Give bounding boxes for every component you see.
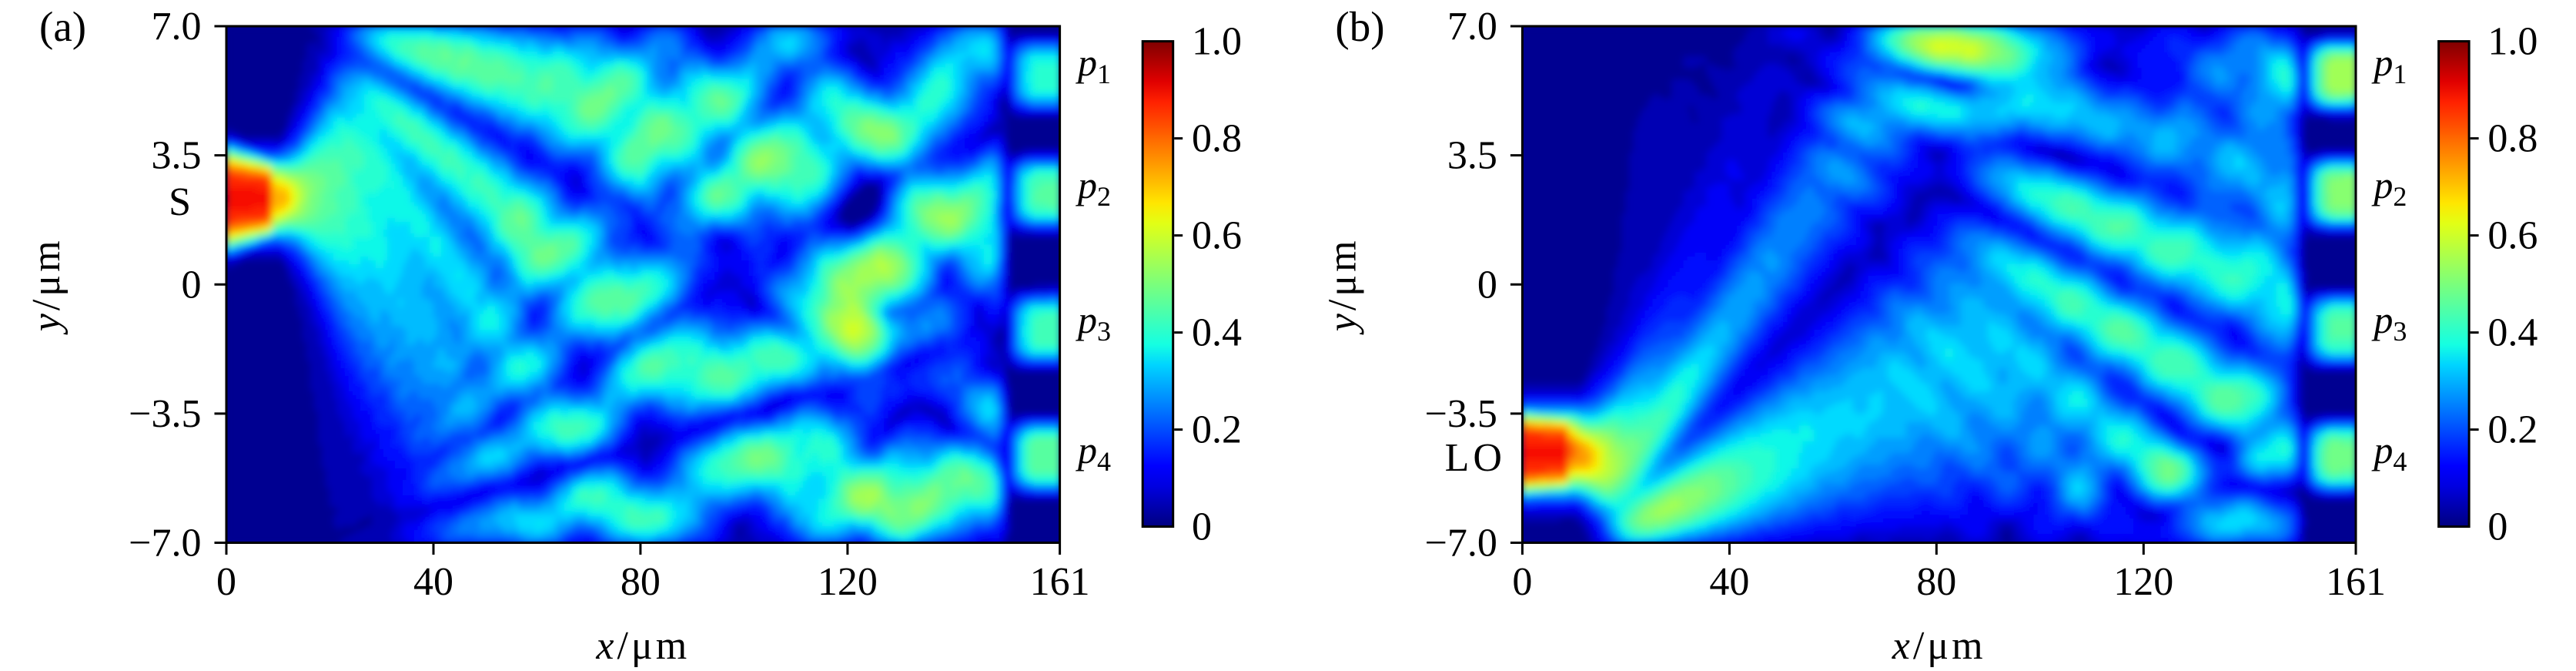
- svg-text:0.4: 0.4: [2487, 311, 2538, 355]
- svg-text:3.5: 3.5: [1447, 134, 1497, 178]
- svg-text:0: 0: [216, 560, 236, 604]
- svg-text:120: 120: [2113, 560, 2173, 604]
- svg-text:80: 80: [1916, 560, 1956, 604]
- svg-text:p4: p4: [1076, 428, 1111, 477]
- svg-text:−7.0: −7.0: [129, 522, 201, 565]
- svg-text:p1: p1: [1076, 41, 1111, 89]
- svg-text:0: 0: [182, 263, 202, 307]
- svg-text:x/μm: x/μm: [595, 624, 690, 667]
- svg-text:p3: p3: [2371, 298, 2407, 347]
- svg-text:p2: p2: [1076, 163, 1111, 212]
- svg-text:(a): (a): [39, 3, 86, 50]
- svg-text:x/μm: x/μm: [1892, 624, 1986, 667]
- svg-text:0.8: 0.8: [2487, 117, 2538, 161]
- svg-text:0.2: 0.2: [2487, 408, 2538, 452]
- svg-text:−7.0: −7.0: [1425, 522, 1497, 565]
- svg-text:0.6: 0.6: [2487, 214, 2538, 258]
- svg-text:3.5: 3.5: [152, 134, 202, 178]
- svg-text:40: 40: [413, 560, 453, 604]
- svg-text:0: 0: [1477, 263, 1497, 307]
- svg-text:40: 40: [1709, 560, 1749, 604]
- svg-text:S: S: [169, 180, 191, 224]
- svg-text:120: 120: [818, 560, 878, 604]
- svg-text:0.4: 0.4: [1192, 311, 1242, 355]
- svg-text:0.8: 0.8: [1192, 117, 1242, 161]
- svg-text:−3.5: −3.5: [1425, 392, 1497, 436]
- svg-text:0.6: 0.6: [1192, 214, 1242, 258]
- svg-text:y/μm: y/μm: [25, 237, 69, 335]
- svg-text:(b): (b): [1335, 3, 1384, 50]
- svg-text:0: 0: [2487, 505, 2507, 549]
- svg-text:0.2: 0.2: [1192, 408, 1242, 452]
- svg-text:0: 0: [1192, 505, 1212, 549]
- svg-text:p1: p1: [2371, 41, 2407, 89]
- svg-text:y/μm: y/μm: [1320, 237, 1364, 335]
- svg-text:161: 161: [2326, 560, 2386, 604]
- svg-text:p4: p4: [2371, 428, 2407, 477]
- svg-text:0: 0: [1512, 560, 1532, 604]
- svg-text:1.0: 1.0: [2487, 20, 2538, 64]
- svg-text:161: 161: [1030, 560, 1090, 604]
- svg-text:1.0: 1.0: [1192, 20, 1242, 64]
- svg-text:p3: p3: [1076, 298, 1111, 347]
- svg-text:80: 80: [621, 560, 661, 604]
- svg-text:7.0: 7.0: [152, 5, 202, 49]
- svg-text:p2: p2: [2371, 163, 2407, 212]
- svg-text:−3.5: −3.5: [129, 392, 201, 436]
- svg-text:7.0: 7.0: [1447, 5, 1497, 49]
- svg-text:LO: LO: [1445, 436, 1506, 480]
